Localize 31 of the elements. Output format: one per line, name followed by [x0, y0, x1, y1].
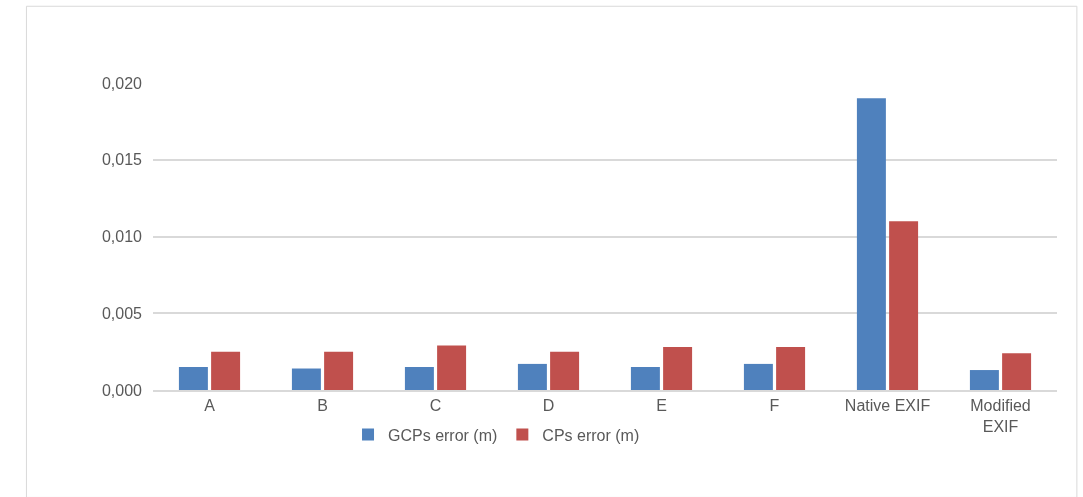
x-tick-label: B: [317, 397, 328, 415]
x-tick-label: Modified EXIF: [970, 397, 1031, 435]
bar: [856, 98, 886, 390]
y-tick-label: 0,010: [101, 228, 143, 246]
x-tick-label: A: [204, 397, 216, 415]
x-tick-label: Native EXIF: [844, 397, 931, 415]
legend-label: CPs error (m): [542, 426, 640, 444]
x-tick-label: C: [429, 397, 442, 415]
y-tick-label: 0,005: [101, 304, 143, 322]
bar: [663, 347, 693, 390]
x-tick-label: F: [769, 397, 780, 415]
x-tick-label: E: [656, 397, 667, 415]
bar: [1002, 353, 1032, 390]
bar: [437, 345, 467, 390]
y-tick-label: 0,015: [101, 151, 143, 169]
x-tick-label: D: [542, 397, 555, 415]
bar: [404, 366, 434, 390]
bar: [211, 351, 241, 390]
legend-label: GCPs error (m): [388, 426, 498, 444]
bar: [178, 366, 208, 390]
bar: [743, 363, 773, 390]
y-tick-label: 0,000: [101, 381, 143, 399]
bar: [630, 366, 660, 390]
y-tick-label: 0,020: [101, 74, 143, 92]
bar: [550, 351, 580, 390]
bar: [969, 370, 999, 390]
bar: [517, 363, 547, 390]
bar: [889, 221, 919, 390]
bar: [776, 347, 806, 390]
bar: [291, 368, 321, 390]
bar: [324, 351, 354, 390]
